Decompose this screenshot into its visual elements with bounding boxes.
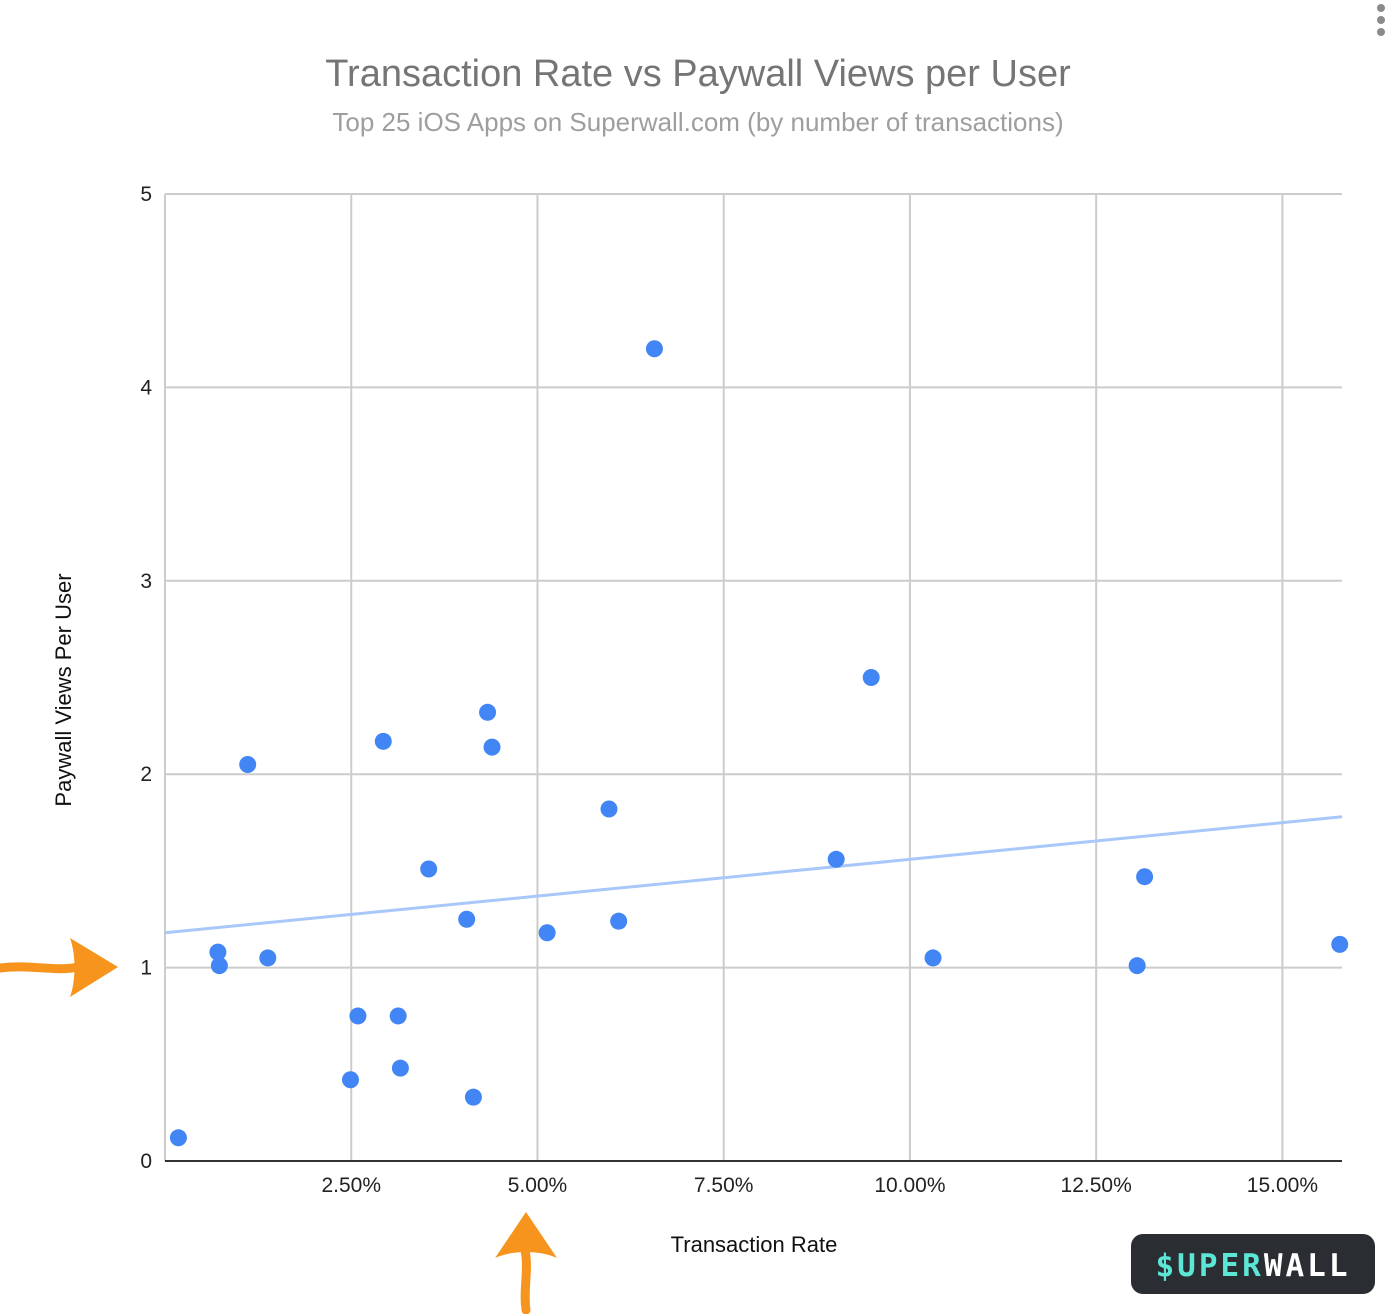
data-point [479,703,497,721]
data-point [420,860,438,878]
data-point [645,340,663,358]
data-point [391,1059,409,1077]
data-point [483,738,501,756]
data-point [538,924,556,942]
chart-title: Transaction Rate vs Paywall Views per Us… [325,53,1071,95]
data-point [924,949,942,967]
arrow-pointing-at-x-5-percent [495,1212,557,1314]
logo-text-accent: $UPER [1156,1248,1264,1284]
trendline-group [164,815,1343,935]
axes [164,194,1342,1162]
y-tick-label: 5 [140,183,152,206]
logo-text-main: WALL [1264,1248,1351,1284]
y-tick-labels: 0 1 2 3 4 5 [140,183,152,1173]
gridlines [165,193,1342,1161]
data-point [1128,957,1146,975]
y-tick-label: 3 [140,570,152,593]
logo-background [1131,1234,1375,1294]
data-point [349,1007,367,1025]
logo-text: $UPERWALL [1156,1248,1351,1284]
data-point [1136,868,1154,886]
data-point [341,1071,359,1089]
x-tick-label: 12.50% [1061,1174,1132,1197]
data-point [169,1129,187,1147]
data-points [169,340,1349,1147]
data-point [209,943,227,961]
y-tick-label: 4 [140,376,152,399]
chart-subtitle: Top 25 iOS Apps on Superwall.com (by num… [332,107,1063,137]
x-axis-label: Transaction Rate [671,1232,838,1257]
y-tick-label: 0 [140,1150,152,1173]
trendline [164,815,1343,935]
data-point [210,957,228,975]
data-point [827,850,845,868]
data-point [259,949,277,967]
x-tick-label: 15.00% [1247,1174,1318,1197]
data-point [458,910,476,928]
y-tick-label: 2 [140,763,152,786]
data-point [374,732,392,750]
data-point [610,912,628,930]
vertical-dots-icon[interactable] [1377,4,1385,36]
arrow-pointing-at-y-1 [0,938,118,997]
x-tick-labels: 2.50% 5.00% 7.50% 10.00% 12.50% 15.00% [321,1174,1318,1197]
x-tick-label: 2.50% [321,1174,381,1197]
x-tick-label: 10.00% [874,1174,945,1197]
x-tick-label: 5.00% [508,1174,568,1197]
data-point [600,800,618,818]
data-point [862,669,880,686]
data-point [389,1007,407,1025]
superwall-logo: $UPERWALL [1131,1234,1375,1294]
data-point [464,1088,482,1106]
x-tick-label: 7.50% [694,1174,754,1197]
data-point [1331,935,1349,953]
data-point [239,756,257,774]
y-axis-label: Paywall Views Per User [51,573,76,806]
y-tick-label: 1 [140,957,152,980]
